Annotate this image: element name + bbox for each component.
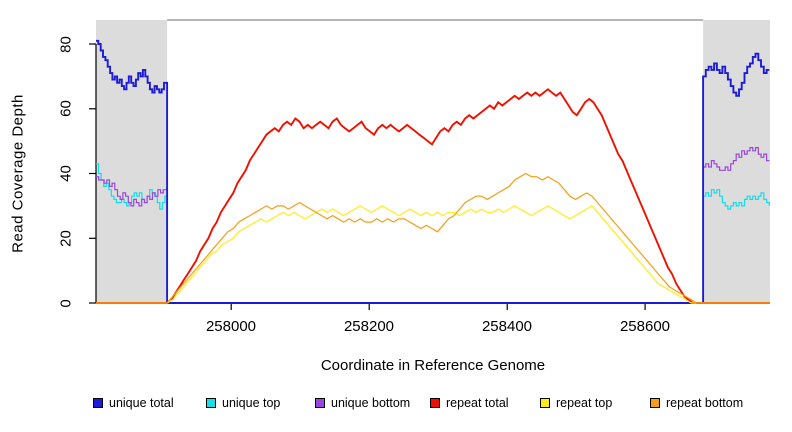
- legend-swatch-icon: [206, 398, 216, 408]
- y-tick-label: 60: [57, 100, 75, 117]
- y-tick-label: 80: [57, 36, 75, 53]
- legend-swatch-icon: [430, 398, 440, 408]
- legend-label: unique bottom: [331, 396, 411, 410]
- legend-swatch-icon: [315, 398, 325, 408]
- legend-label: repeat bottom: [666, 396, 744, 410]
- series-line-repeat-total: [96, 88, 770, 304]
- legend-swatch-icon: [650, 398, 660, 408]
- series-line-repeat-bottom: [96, 172, 770, 304]
- legend-swatch-icon: [540, 398, 550, 408]
- legend-label: unique total: [109, 396, 174, 410]
- x-tick-label: 258000: [205, 318, 257, 335]
- series-line-unique-total: [96, 39, 770, 304]
- y-tick-label: 20: [57, 230, 75, 247]
- x-tick-label: 258200: [343, 318, 395, 335]
- legend-label: unique top: [222, 396, 281, 410]
- x-axis-label: Coordinate in Reference Genome: [320, 357, 546, 374]
- series-line-unique-bottom: [96, 147, 770, 304]
- y-axis-label: Read Coverage Depth: [9, 94, 27, 253]
- x-tick-label: 258600: [619, 318, 671, 335]
- y-tick-label: 40: [57, 165, 75, 182]
- y-tick-label: 0: [57, 299, 75, 308]
- shaded-region: [96, 20, 168, 303]
- series-line-unique-top: [96, 163, 770, 304]
- series-line-repeat-top: [96, 205, 770, 304]
- chart-legend: unique total unique top unique bottom repea…: [0, 396, 792, 416]
- x-tick-label: 258400: [481, 318, 533, 335]
- legend-swatch-icon: [93, 398, 103, 408]
- shaded-region: [703, 20, 770, 303]
- legend-label: repeat total: [446, 396, 509, 410]
- legend-label: repeat top: [556, 396, 613, 410]
